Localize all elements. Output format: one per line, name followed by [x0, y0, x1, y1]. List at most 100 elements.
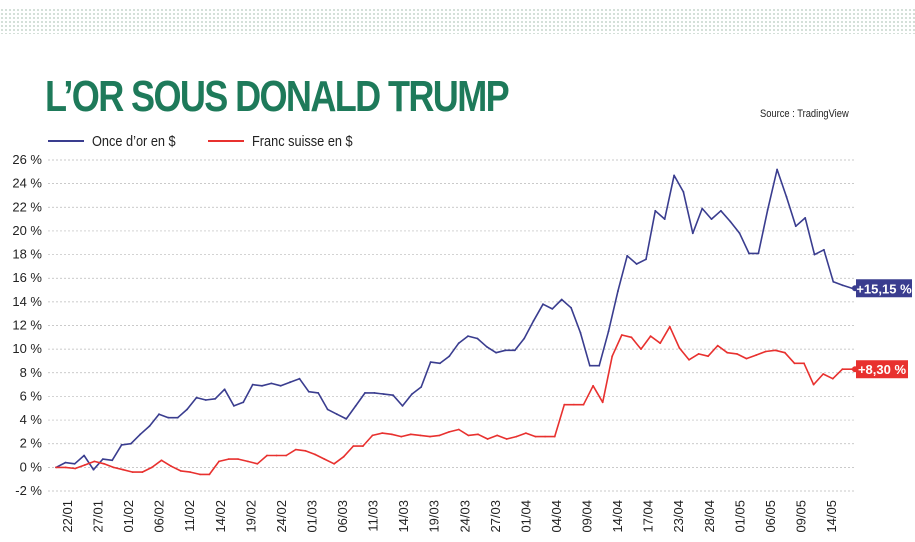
data-point-chf — [208, 473, 211, 476]
x-tick-label: 17/04 — [641, 500, 656, 533]
data-point-chf — [131, 471, 134, 473]
data-point-gold — [326, 408, 329, 411]
data-point-chf — [841, 368, 844, 371]
data-point-gold — [457, 342, 460, 345]
data-point-chf — [649, 335, 652, 337]
data-point-chf — [64, 466, 67, 469]
x-tick-label: 24/02 — [274, 500, 289, 533]
y-tick-label: 22 % — [12, 199, 42, 214]
data-point-gold — [251, 383, 254, 386]
data-point-chf — [438, 434, 441, 437]
data-point-chf — [93, 460, 96, 463]
data-point-chf — [601, 401, 604, 404]
x-tick-label: 28/04 — [702, 500, 717, 533]
y-tick-label: 12 % — [12, 318, 42, 333]
y-tick-label: 0 % — [20, 459, 43, 474]
x-tick-label: 01/04 — [518, 500, 533, 533]
data-point-gold — [195, 396, 198, 399]
data-point-gold — [336, 413, 338, 416]
x-tick-label: 06/05 — [763, 500, 778, 533]
y-tick-label: 14 % — [12, 294, 42, 309]
data-point-gold — [560, 298, 563, 301]
data-point-gold — [176, 416, 179, 419]
data-point-chf — [553, 435, 556, 438]
data-point-chf — [678, 347, 681, 349]
data-point-gold — [579, 331, 582, 334]
data-point-gold — [289, 381, 291, 384]
data-point-chf — [256, 462, 259, 465]
data-point-gold — [504, 349, 507, 352]
data-point-gold — [64, 461, 67, 464]
data-point-gold — [279, 384, 282, 387]
data-point-chf — [304, 449, 307, 452]
legend-swatch-chf — [208, 140, 245, 142]
data-point-chf — [726, 351, 729, 354]
data-point-chf — [170, 465, 173, 468]
data-point-gold — [139, 433, 142, 436]
legend: Once d’or en $ Franc suisse en $ — [48, 130, 389, 152]
data-point-chf — [122, 468, 124, 471]
end-value-badge — [856, 360, 908, 379]
data-point-chf — [496, 434, 499, 437]
data-point-gold — [542, 303, 544, 306]
data-point-chf — [707, 355, 709, 358]
data-point-chf — [285, 454, 288, 457]
data-point-gold — [738, 232, 741, 235]
data-point-chf — [659, 342, 662, 345]
decorative-dot-band — [0, 8, 915, 34]
data-point-gold — [242, 401, 245, 404]
data-point-chf — [592, 384, 594, 387]
data-point-chf — [784, 351, 786, 354]
data-point-gold — [607, 330, 610, 333]
data-point-gold — [401, 405, 404, 407]
data-point-chf — [390, 433, 393, 436]
data-point-gold — [364, 392, 366, 394]
data-point-chf — [352, 445, 355, 447]
data-point-gold — [148, 425, 151, 427]
x-tick-label: 14/03 — [396, 500, 411, 533]
data-point-chf — [457, 428, 460, 431]
data-point-chf — [189, 471, 192, 473]
y-tick-label: 20 % — [12, 223, 42, 238]
data-point-chf — [429, 435, 431, 438]
data-point-chf — [342, 455, 345, 458]
data-point-gold — [588, 364, 591, 367]
data-point-gold — [729, 220, 732, 223]
x-tick-label: 11/02 — [182, 500, 197, 532]
data-point-gold — [485, 345, 488, 348]
x-tick-label: 19/03 — [427, 500, 442, 533]
data-point-chf — [381, 432, 383, 434]
data-point-chf — [246, 460, 249, 463]
data-point-gold — [111, 459, 114, 462]
data-point-gold — [158, 413, 160, 416]
data-point-gold — [495, 351, 497, 354]
data-point-chf — [55, 466, 57, 469]
legend-swatch-gold — [48, 140, 84, 142]
data-point-chf — [793, 362, 796, 365]
data-point-gold — [701, 207, 704, 210]
data-point-gold — [626, 254, 629, 257]
data-point-chf — [160, 459, 163, 462]
data-point-gold — [682, 191, 685, 193]
data-point-gold — [204, 399, 207, 401]
data-point-gold — [570, 306, 572, 309]
data-point-gold — [823, 248, 825, 251]
data-point-chf — [640, 348, 642, 350]
data-point-chf — [448, 431, 451, 433]
legend-item-gold: Once d’or en $ — [48, 133, 190, 150]
data-point-chf — [822, 373, 825, 375]
y-tick-label: 24 % — [12, 176, 42, 191]
data-point-chf — [736, 353, 738, 355]
data-point-gold — [804, 217, 807, 219]
data-point-chf — [697, 353, 700, 355]
chart-title: L’OR SOUS DONALD TRUMP — [45, 72, 510, 121]
y-tick-label: -2 % — [15, 483, 42, 498]
data-point-gold — [233, 405, 235, 407]
data-point-gold — [186, 408, 189, 411]
data-point-gold — [635, 263, 638, 265]
data-point-gold — [307, 390, 310, 393]
data-point-gold — [841, 284, 844, 287]
y-tick-label: 16 % — [12, 270, 42, 285]
data-point-chf — [179, 470, 182, 472]
